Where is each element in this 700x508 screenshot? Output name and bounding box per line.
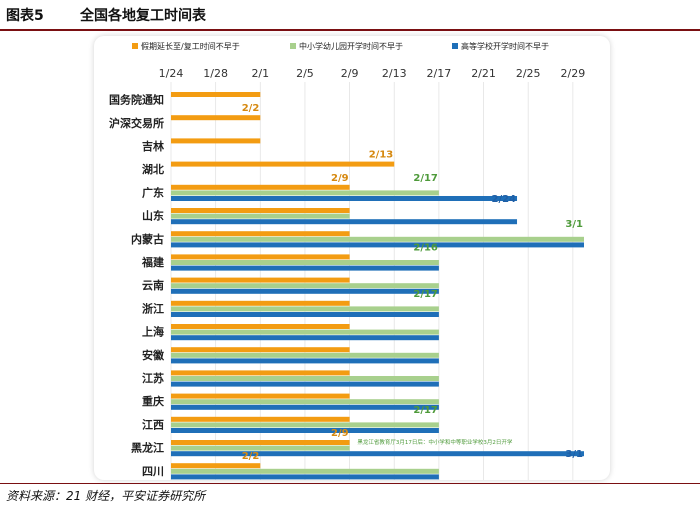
data-label-1: 2/13 — [369, 150, 394, 161]
bar-11-s2 — [171, 358, 439, 364]
chart-svg: 假期延长至/复工时间不早于 中小学幼儿园开学时间不早于 高等学校开学时间不早于 1/2… — [109, 41, 585, 506]
bar-15-s1 — [171, 445, 350, 451]
footer-rule — [0, 483, 700, 484]
figure-title: 全国各地复工时间表 — [80, 8, 206, 24]
bar-16-s1 — [171, 468, 439, 474]
legend-label-0: 假期延长至/复工时间不早于 — [141, 41, 240, 51]
data-label-9: 2/9 — [331, 428, 349, 439]
bar-8-s1 — [171, 283, 439, 289]
figure-number: 图表5 — [6, 8, 44, 24]
category-label-13: 重庆 — [142, 394, 164, 408]
category-label-0: 国务院通知 — [109, 93, 164, 107]
bar-16-s0 — [171, 463, 261, 469]
bar-12-s0 — [171, 370, 350, 376]
bar-12-s1 — [171, 376, 439, 381]
bar-6-s0 — [171, 231, 350, 237]
bar-1-s0 — [171, 115, 261, 121]
bar-6-s1 — [171, 236, 584, 242]
x-tick-label-4: 2/9 — [341, 67, 359, 80]
legend-swatch-1 — [290, 43, 296, 49]
category-label-1: 沪深交易所 — [109, 116, 164, 130]
category-label-8: 云南 — [142, 278, 164, 292]
bar-15-s0 — [171, 440, 350, 445]
bar-9-s1 — [171, 306, 439, 312]
legend-swatch-0 — [132, 43, 138, 49]
data-label-8: 2/17 — [413, 405, 438, 416]
bar-8-s0 — [171, 277, 350, 283]
category-label-12: 江苏 — [142, 371, 164, 385]
bar-13-s0 — [171, 393, 350, 399]
header-rule — [0, 29, 700, 31]
bar-2-s0 — [171, 138, 261, 144]
data-label-0: 2/2 — [242, 103, 260, 114]
bar-4-s1 — [171, 190, 439, 196]
x-tick-label-0: 1/24 — [159, 67, 184, 80]
legend-label-1: 中小学幼儿园开学时间不早于 — [299, 41, 403, 51]
bar-14-s2 — [171, 428, 439, 433]
category-label-5: 山东 — [142, 209, 164, 223]
legend-label-2: 高等学校开学时间不早于 — [461, 41, 549, 51]
bar-10-s0 — [171, 324, 350, 329]
bar-15-s2 — [171, 451, 584, 457]
bar-14-s1 — [171, 422, 439, 428]
legend-swatch-2 — [452, 43, 458, 49]
bar-12-s2 — [171, 381, 439, 387]
x-tick-label-6: 2/17 — [427, 67, 452, 80]
x-tick-label-1: 1/28 — [203, 67, 228, 80]
x-tick-label-8: 2/25 — [516, 67, 541, 80]
bar-9-s0 — [171, 300, 350, 306]
figure-header: 图表5 全国各地复工时间表 — [0, 0, 700, 30]
category-label-11: 安徽 — [142, 348, 165, 362]
bar-7-s2 — [171, 265, 439, 271]
chart-frame: 假期延长至/复工时间不早于 中小学幼儿园开学时间不早于 高等学校开学时间不早于 1/2… — [94, 36, 610, 506]
bar-8-s2 — [171, 288, 439, 294]
x-tick-label-2: 2/1 — [251, 67, 269, 80]
x-tick-label-3: 2/5 — [296, 67, 314, 80]
category-label-10: 上海 — [142, 325, 164, 339]
bar-13-s2 — [171, 404, 439, 410]
category-label-14: 江西 — [142, 417, 164, 431]
bar-16-s2 — [171, 474, 439, 480]
bar-10-s2 — [171, 335, 439, 341]
bar-7-s1 — [171, 260, 439, 265]
category-label-3: 湖北 — [142, 162, 164, 176]
data-label-4: 2/24 — [491, 194, 516, 205]
category-label-9: 浙江 — [142, 301, 164, 315]
category-label-7: 福建 — [141, 255, 165, 269]
bar-4-s2 — [171, 196, 518, 201]
bar-4-s0 — [171, 184, 350, 190]
x-tick-label-9: 2/29 — [560, 67, 585, 80]
bar-10-s1 — [171, 329, 439, 335]
bar-0-s0 — [171, 92, 261, 97]
bar-6-s2 — [171, 242, 584, 248]
bar-5-s0 — [171, 208, 350, 213]
data-label-10: 3/1 — [565, 449, 583, 460]
data-label-11: 2/2 — [242, 451, 260, 462]
bar-7-s0 — [171, 254, 350, 260]
annotation-note: 黑龙江省教育厅3月17日后：中小学和中等职业学校3月2日开学 — [357, 438, 512, 446]
bar-3-s0 — [171, 161, 395, 167]
x-tick-label-7: 2/21 — [471, 67, 496, 80]
x-tick-label-5: 2/13 — [382, 67, 407, 80]
bar-11-s0 — [171, 347, 350, 353]
bar-5-s1 — [171, 213, 350, 219]
category-label-16: 四川 — [142, 465, 164, 478]
data-label-5: 3/1 — [565, 219, 583, 230]
data-label-6: 2/16 — [413, 242, 438, 253]
data-label-3: 2/17 — [413, 173, 438, 184]
category-label-15: 黑龙江 — [131, 441, 164, 455]
category-label-6: 内蒙古 — [131, 232, 164, 246]
bar-14-s0 — [171, 416, 350, 422]
bar-5-s2 — [171, 219, 518, 225]
bar-13-s1 — [171, 399, 439, 405]
source-note: 资料来源：21 财经，平安证券研究所 — [6, 489, 206, 503]
data-label-2: 2/9 — [331, 173, 349, 184]
category-label-4: 广东 — [142, 185, 164, 199]
bar-11-s1 — [171, 352, 439, 358]
category-label-2: 吉林 — [142, 139, 164, 153]
bar-9-s2 — [171, 312, 439, 317]
data-label-7: 2/17 — [413, 289, 438, 300]
